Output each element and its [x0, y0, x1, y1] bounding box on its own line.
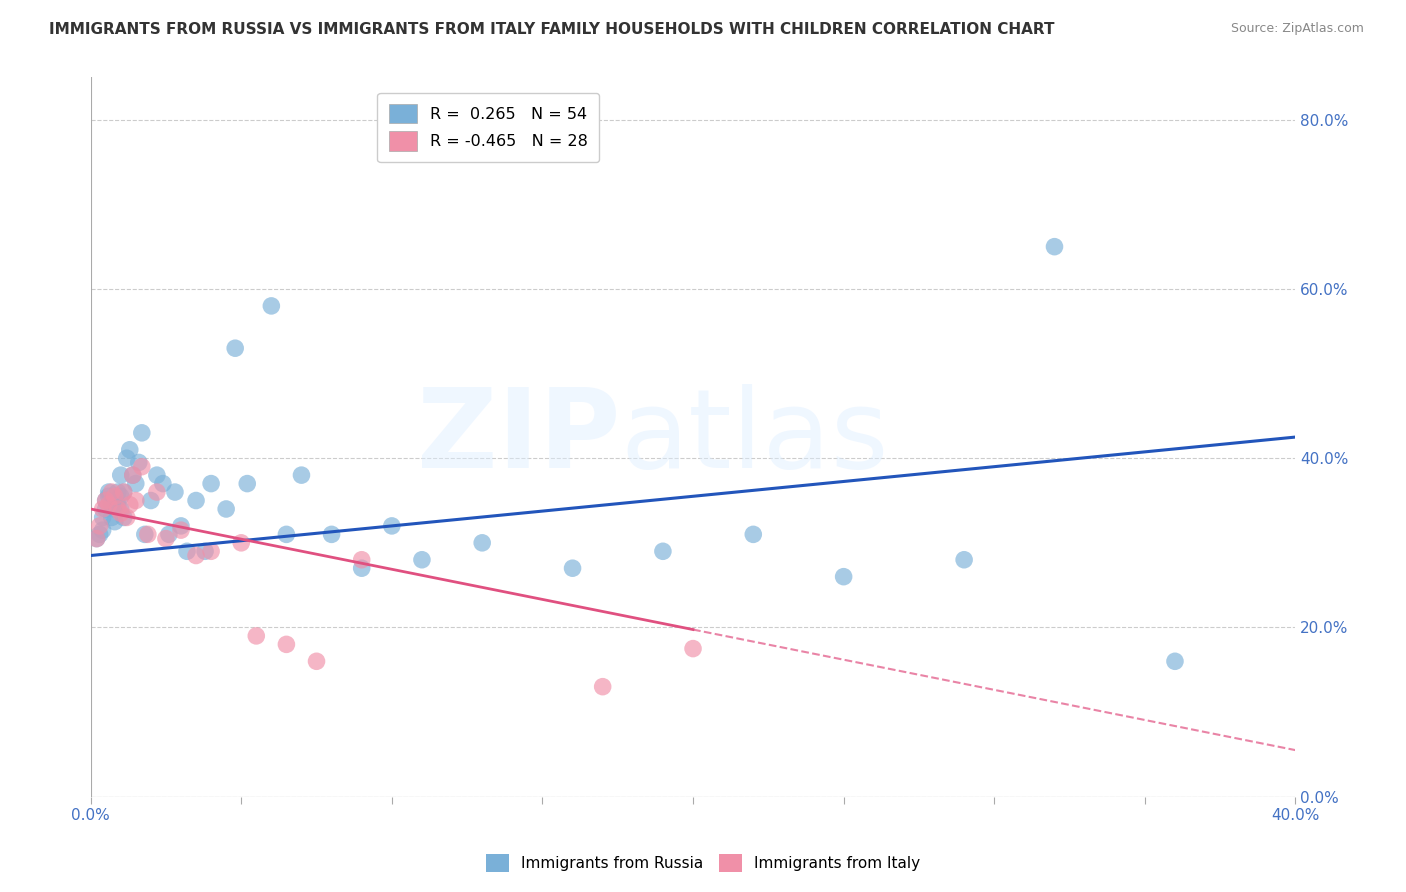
- Point: [136, 527, 159, 541]
- Point: [94, 493, 117, 508]
- Point: [146, 468, 169, 483]
- Point: [110, 506, 132, 520]
- Point: [682, 641, 704, 656]
- Point: [86, 532, 108, 546]
- Point: [411, 553, 433, 567]
- Point: [290, 468, 312, 483]
- Text: ZIP: ZIP: [418, 384, 620, 491]
- Point: [110, 489, 132, 503]
- Point: [561, 561, 583, 575]
- Point: [152, 476, 174, 491]
- Point: [194, 544, 217, 558]
- Point: [184, 549, 207, 563]
- Point: [104, 502, 127, 516]
- Point: [231, 536, 253, 550]
- Point: [118, 442, 141, 457]
- Legend: Immigrants from Russia, Immigrants from Italy: Immigrants from Russia, Immigrants from …: [478, 846, 928, 880]
- Point: [110, 502, 132, 516]
- Point: [245, 629, 267, 643]
- Point: [832, 569, 855, 583]
- Point: [1164, 654, 1187, 668]
- Point: [107, 502, 129, 516]
- Point: [100, 498, 122, 512]
- Point: [97, 498, 120, 512]
- Point: [200, 476, 222, 491]
- Point: [89, 527, 111, 541]
- Point: [381, 519, 404, 533]
- Point: [118, 498, 141, 512]
- Point: [91, 502, 114, 516]
- Point: [115, 451, 138, 466]
- Point: [107, 485, 129, 500]
- Point: [125, 493, 148, 508]
- Point: [112, 510, 135, 524]
- Point: [305, 654, 328, 668]
- Point: [100, 510, 122, 524]
- Point: [651, 544, 673, 558]
- Point: [86, 532, 108, 546]
- Text: IMMIGRANTS FROM RUSSIA VS IMMIGRANTS FROM ITALY FAMILY HOUSEHOLDS WITH CHILDREN : IMMIGRANTS FROM RUSSIA VS IMMIGRANTS FRO…: [49, 22, 1054, 37]
- Point: [128, 455, 150, 469]
- Point: [100, 485, 122, 500]
- Point: [215, 502, 238, 516]
- Point: [157, 527, 180, 541]
- Point: [94, 502, 117, 516]
- Point: [170, 523, 193, 537]
- Point: [139, 493, 162, 508]
- Point: [121, 468, 143, 483]
- Point: [131, 459, 153, 474]
- Point: [107, 498, 129, 512]
- Point: [134, 527, 156, 541]
- Point: [91, 523, 114, 537]
- Point: [163, 485, 186, 500]
- Point: [224, 341, 246, 355]
- Point: [155, 532, 177, 546]
- Point: [112, 485, 135, 500]
- Point: [94, 493, 117, 508]
- Point: [110, 468, 132, 483]
- Point: [131, 425, 153, 440]
- Text: atlas: atlas: [620, 384, 889, 491]
- Point: [170, 519, 193, 533]
- Point: [260, 299, 283, 313]
- Point: [200, 544, 222, 558]
- Point: [89, 519, 111, 533]
- Text: Source: ZipAtlas.com: Source: ZipAtlas.com: [1230, 22, 1364, 36]
- Point: [104, 489, 127, 503]
- Point: [91, 510, 114, 524]
- Point: [121, 468, 143, 483]
- Point: [276, 527, 298, 541]
- Point: [104, 515, 127, 529]
- Point: [236, 476, 259, 491]
- Point: [146, 485, 169, 500]
- Point: [350, 553, 373, 567]
- Point: [592, 680, 614, 694]
- Point: [276, 637, 298, 651]
- Point: [321, 527, 343, 541]
- Point: [176, 544, 198, 558]
- Point: [471, 536, 494, 550]
- Point: [125, 476, 148, 491]
- Point: [953, 553, 976, 567]
- Point: [97, 485, 120, 500]
- Point: [97, 489, 120, 503]
- Legend: R =  0.265   N = 54, R = -0.465   N = 28: R = 0.265 N = 54, R = -0.465 N = 28: [377, 93, 599, 162]
- Point: [115, 510, 138, 524]
- Point: [350, 561, 373, 575]
- Point: [112, 485, 135, 500]
- Point: [742, 527, 765, 541]
- Point: [1043, 240, 1066, 254]
- Point: [184, 493, 207, 508]
